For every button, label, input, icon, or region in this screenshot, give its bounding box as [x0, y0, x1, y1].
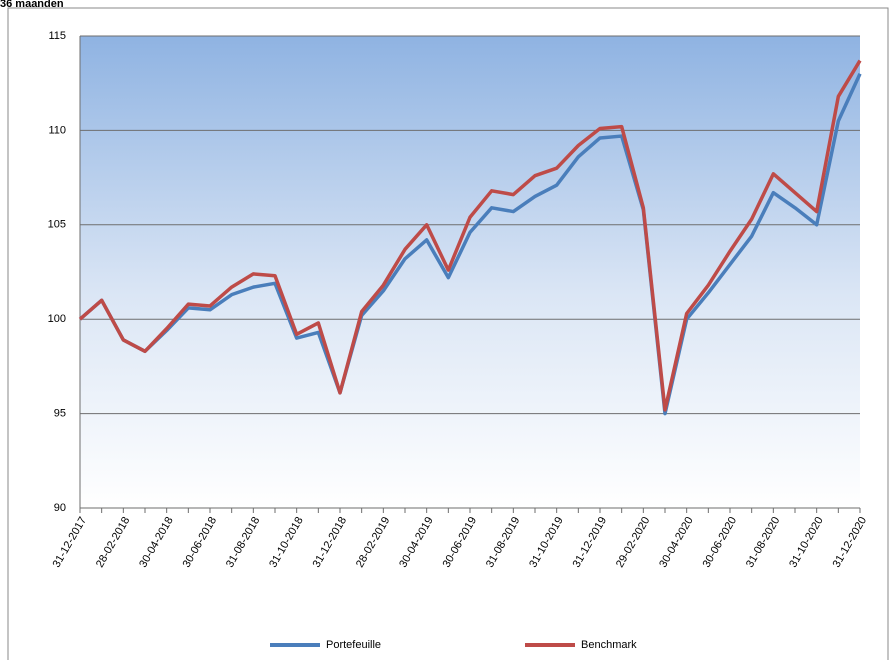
y-tick-label: 95 [54, 408, 66, 420]
legend-label: Benchmark [581, 639, 637, 651]
y-tick-label: 115 [48, 30, 66, 42]
series-line [78, 73, 862, 416]
legend-label: Portefeuille [326, 639, 381, 651]
y-tick-label: 110 [48, 124, 66, 136]
y-tick-label: 105 [48, 219, 66, 231]
y-tick-label: 100 [48, 313, 66, 325]
series-line [78, 59, 862, 412]
y-tick-label: 90 [54, 502, 66, 514]
plot-area [80, 36, 860, 508]
chart-title: 36 maanden [0, 0, 64, 10]
